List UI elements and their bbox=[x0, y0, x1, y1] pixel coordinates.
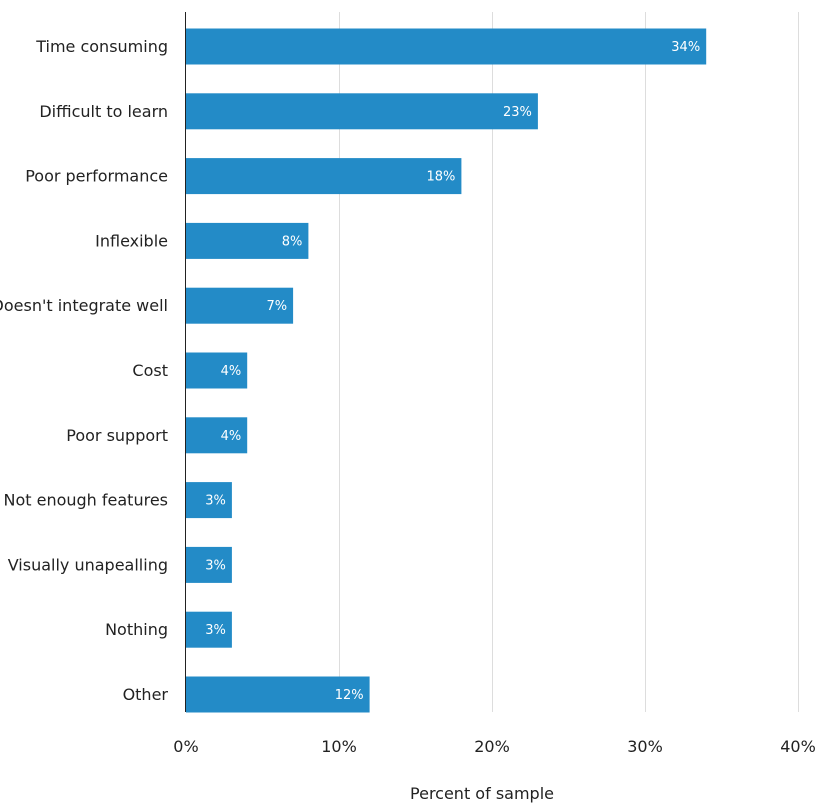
x-tick-label: 40% bbox=[780, 737, 816, 756]
x-axis-title: Percent of sample bbox=[410, 784, 554, 803]
category-labels: Time consuming Difficult to learn Poor per… bbox=[0, 37, 168, 704]
bars-group: 34% 23% 18% 8% 7% 4% 4% 3% 3% 3% 12% bbox=[186, 28, 707, 713]
bar bbox=[186, 352, 248, 389]
bar-value-label: 3% bbox=[205, 558, 226, 573]
bar bbox=[186, 28, 707, 65]
category-label: Inflexible bbox=[95, 231, 168, 250]
bar bbox=[186, 417, 248, 454]
bar-value-label: 3% bbox=[205, 623, 226, 638]
category-label: Cost bbox=[132, 361, 168, 380]
category-label: Doesn't integrate well bbox=[0, 296, 168, 315]
bar-value-label: 18% bbox=[426, 170, 455, 185]
bar-value-label: 8% bbox=[282, 234, 303, 249]
bar-value-label: 23% bbox=[503, 105, 532, 120]
bar bbox=[186, 287, 294, 324]
bar bbox=[186, 93, 538, 130]
x-tick-labels: 0% 10% 20% 30% 40% bbox=[173, 737, 815, 756]
category-label: Not enough features bbox=[3, 491, 168, 510]
bar-value-label: 4% bbox=[221, 364, 242, 379]
x-tick-label: 10% bbox=[321, 737, 357, 756]
bar bbox=[186, 222, 309, 259]
bar bbox=[186, 158, 462, 195]
bar-value-label: 12% bbox=[335, 688, 364, 703]
bar bbox=[186, 676, 370, 713]
bar-value-label: 34% bbox=[671, 40, 700, 55]
category-label: Poor support bbox=[66, 426, 168, 445]
category-label: Poor performance bbox=[25, 167, 168, 186]
bar-value-label: 3% bbox=[205, 494, 226, 509]
category-label: Nothing bbox=[105, 620, 168, 639]
bar-value-label: 4% bbox=[221, 429, 242, 444]
x-tick-label: 30% bbox=[627, 737, 663, 756]
bar bbox=[186, 611, 232, 648]
category-label: Difficult to learn bbox=[39, 102, 168, 121]
category-label: Time consuming bbox=[35, 37, 168, 56]
category-label: Visually unapealling bbox=[8, 555, 168, 574]
bar bbox=[186, 546, 232, 583]
bar bbox=[186, 482, 232, 519]
x-tick-label: 20% bbox=[474, 737, 510, 756]
bar-value-label: 7% bbox=[266, 299, 287, 314]
x-tick-label: 0% bbox=[173, 737, 198, 756]
category-label: Other bbox=[123, 685, 169, 704]
